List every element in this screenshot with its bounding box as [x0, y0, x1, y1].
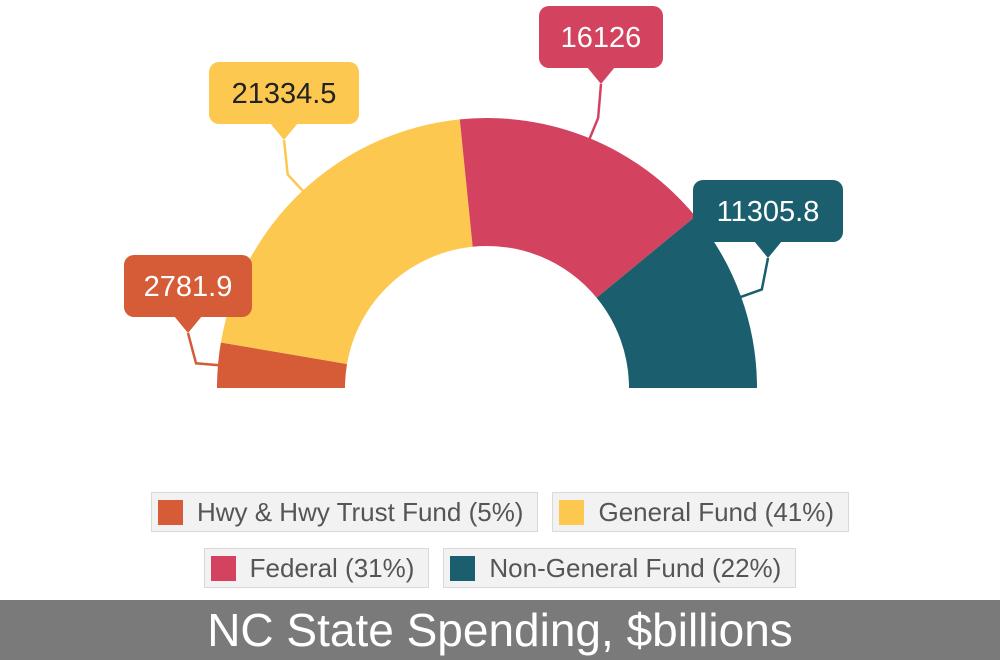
- callout-non-general-fund: 11305.8: [693, 180, 843, 300]
- semicircle-donut-chart: 2781.9 21334.5 16126 11305.8: [124, 6, 843, 388]
- legend-label-hwy: Hwy & Hwy Trust Fund (5%): [196, 496, 524, 527]
- callout-general-fund: 21334.5: [209, 62, 359, 195]
- legend-row-2: Federal (31%) Non-General Fund (22%): [0, 548, 1000, 588]
- value-label-hwy-and-hwy-trust-fund: 2781.9: [144, 271, 233, 303]
- chart-title-bar: NC State Spending, $billions: [0, 600, 1000, 660]
- legend-label-non-general-fund: Non-General Fund (22%): [489, 552, 782, 583]
- legend-item-general-fund[interactable]: General Fund (41%): [552, 492, 850, 532]
- legend-swatch-federal: [210, 555, 236, 581]
- callout-pointer-federal: [587, 67, 615, 84]
- chart-title: NC State Spending, $billions: [207, 604, 793, 656]
- slice-hwy-and-hwy-trust-fund[interactable]: [217, 342, 348, 388]
- legend-swatch-hwy: [157, 499, 183, 525]
- legend-label-general-fund: General Fund (41%): [598, 496, 835, 527]
- legend-item-hwy[interactable]: Hwy & Hwy Trust Fund (5%): [150, 492, 539, 532]
- callout-box-non-general-fund: [693, 180, 843, 242]
- slice-federal[interactable]: [459, 118, 696, 298]
- callout-leader-federal: [587, 83, 603, 143]
- legend-row-1: Hwy & Hwy Trust Fund (5%) General Fund (…: [0, 492, 1000, 532]
- callout-pointer-general-fund: [270, 123, 298, 140]
- legend-swatch-general-fund: [559, 499, 585, 525]
- value-label-federal: 16126: [561, 22, 642, 54]
- callout-leader-non-general-fund: [736, 257, 770, 300]
- callout-pointer-hwy-and-hwy-trust-fund: [174, 316, 202, 333]
- callout-pointer-non-general-fund: [754, 241, 782, 258]
- legend-swatch-non-general-fund: [450, 555, 476, 581]
- callout-box-general-fund: [209, 62, 359, 124]
- slices-layer: [217, 118, 757, 388]
- callout-federal: 16126: [539, 6, 663, 143]
- value-label-general-fund: 21334.5: [232, 78, 337, 110]
- callout-box-federal: [539, 6, 663, 68]
- legend-item-non-general-fund[interactable]: Non-General Fund (22%): [443, 548, 797, 588]
- callout-hwy-and-hwy-trust-fund: 2781.9: [124, 255, 252, 367]
- callout-box-hwy-and-hwy-trust-fund: [124, 255, 252, 317]
- value-label-non-general-fund: 11305.8: [717, 196, 820, 228]
- legend-label-federal: Federal (31%): [249, 552, 415, 583]
- callout-leader-general-fund: [282, 139, 307, 195]
- callouts-layer: 2781.9 21334.5 16126 11305.8: [124, 6, 843, 367]
- legend-item-federal[interactable]: Federal (31%): [203, 548, 430, 588]
- slice-non-general-fund[interactable]: [596, 216, 757, 388]
- callout-leader-hwy-and-hwy-trust-fund: [186, 332, 223, 367]
- slice-general-fund[interactable]: [220, 119, 473, 365]
